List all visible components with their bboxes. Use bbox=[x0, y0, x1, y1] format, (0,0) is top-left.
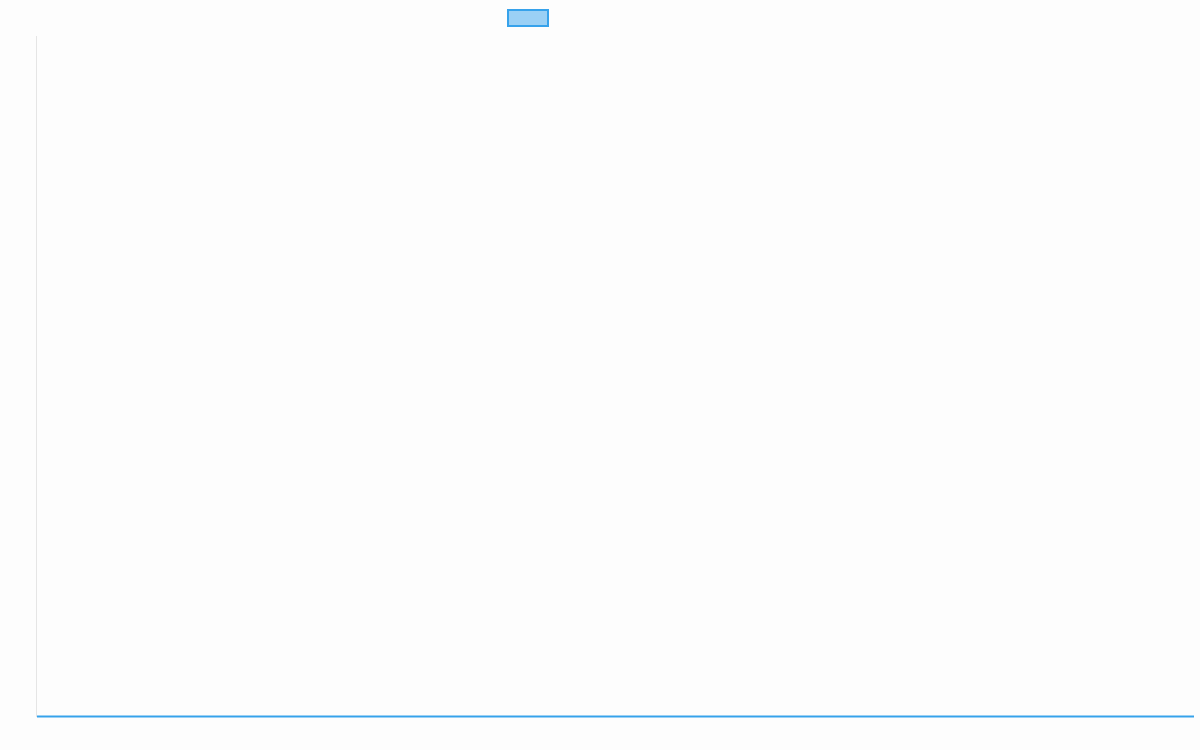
legend-swatch[interactable] bbox=[507, 9, 549, 27]
